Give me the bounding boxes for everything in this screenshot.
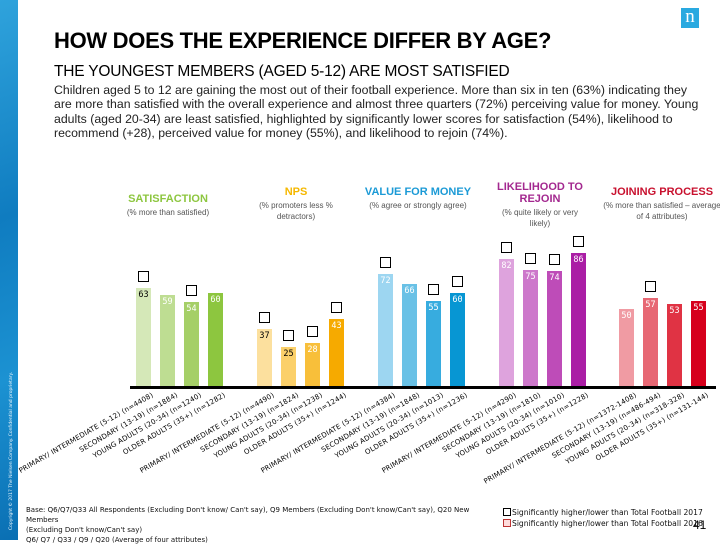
metric-subtitle: (% agree or strongly agree) [369,201,467,210]
bar-value-label: 63 [138,290,149,301]
chart-baseline [130,386,716,389]
legend-label: Significantly higher/lower than Total Fo… [512,519,703,528]
bar-value-label: 86 [573,254,584,265]
bar-value-label: 60 [210,295,221,305]
bar-value-label: 37 [259,330,270,341]
significance-marker-icon [573,235,584,247]
bar [619,308,634,386]
bar-value-label: 75 [525,271,536,282]
footnote-line: Q6/ Q7 / Q33 / Q9 / Q20 (Average of four… [26,536,208,544]
bar [160,294,175,386]
bar [305,342,320,386]
bar [257,328,272,386]
bar-value-label: 74 [549,273,560,284]
metric-title: NPS [284,186,308,198]
metric-title: JOINING PROCESS [610,186,714,198]
metric-header: JOINING PROCESS (% more than satisfied – … [602,186,720,222]
bar-value-label: 82 [501,260,512,271]
footnote-line: (Excluding Don't know/Can't say) [26,526,143,534]
metric-subtitle: (% quite likely or very likely) [501,208,579,228]
significance-marker-icon [452,276,463,287]
legend-item: Significantly higher/lower than Total Fo… [503,507,703,518]
slide-title: HOW DOES THE EXPERIENCE DIFFER BY AGE? [54,28,552,53]
bar [208,293,223,386]
significance-marker-icon [283,330,294,342]
legend-label: Significantly higher/lower than Total Fo… [512,508,703,517]
nielsen-logo: n [681,7,699,28]
metric-header: SATISFACTION (% more than satisfied) [113,193,223,218]
bar [547,271,562,386]
red-square-icon [503,519,511,527]
significance-marker-icon [645,280,656,292]
significance-marker-icon [380,257,391,269]
bar-value-label: 50 [621,310,632,321]
bar [571,252,586,386]
copyright-notice: Copyright © 2017 The Nielsen Company. Co… [9,371,14,530]
bar [499,258,514,386]
bar-value-label: 25 [283,349,294,360]
bar [691,300,706,386]
legend: Significantly higher/lower than Total Fo… [503,507,703,529]
metric-title: VALUE FOR MONEY [364,186,472,198]
metric-header: VALUE FOR MONEY (% agree or strongly agre… [363,186,473,211]
bar [523,269,538,386]
bar [450,293,465,386]
bar-value-label: 72 [380,276,391,287]
legend-item: Significantly higher/lower than Total Fo… [503,518,703,529]
metric-title: LIKELIHOOD TO REJOIN [497,181,583,205]
metric-subtitle: (% more than satisfied – average of 4 at… [603,201,720,221]
bar [184,302,199,386]
black-square-icon [503,508,511,516]
bar-value-label: 66 [404,285,415,296]
significance-marker-icon [549,254,560,266]
significance-marker-icon [186,285,197,297]
bar-value-label: 28 [307,344,318,355]
bar [281,347,296,386]
slide-subtitle: THE YOUNGEST MEMBERS (AGED 5-12) ARE MOS… [54,63,510,80]
bar-value-label: 54 [186,304,197,315]
significance-marker-icon [307,325,318,337]
page-number: 41 [693,518,707,532]
significance-marker-icon [259,311,270,323]
bar-value-label: 55 [693,302,704,313]
significance-marker-icon [525,252,536,264]
bar-value-label: 60 [452,295,463,305]
bar-value-label: 57 [645,299,656,310]
bar [643,297,658,386]
footnote: Base: Q6/Q7/Q33 All Respondents (Excludi… [26,505,476,545]
bar [378,274,393,386]
bar [667,303,682,386]
bar [426,300,441,386]
metric-subtitle: (% more than satisfied) [126,208,210,217]
bar-value-label: 53 [669,305,680,316]
bar-value-label: 55 [428,302,439,313]
metric-title: SATISFACTION [128,193,208,205]
metric-subtitle: (% promoters less % detractors) [259,201,333,221]
metric-header: NPS (% promoters less % detractors) [241,186,351,222]
bar-value-label: 43 [331,321,342,332]
summary-paragraph: Children aged 5 to 12 are gaining the mo… [54,83,699,140]
bar [329,319,344,386]
bar [402,283,417,386]
significance-marker-icon [138,271,149,283]
metric-header: LIKELIHOOD TO REJOIN (% quite likely or v… [495,181,585,229]
footnote-line: Base: Q6/Q7/Q33 All Respondents (Excludi… [26,506,470,524]
significance-marker-icon [331,302,342,314]
significance-marker-icon [501,241,512,253]
bar-value-label: 59 [162,296,173,307]
decorative-side-strip [0,0,18,540]
bar [136,288,151,386]
significance-marker-icon [428,283,439,295]
